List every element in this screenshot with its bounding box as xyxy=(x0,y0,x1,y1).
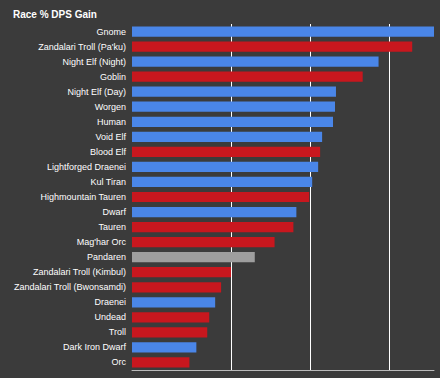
svg-text:Lightforged Draenei: Lightforged Draenei xyxy=(47,162,126,172)
svg-text:Zandalari Troll (Kimbul): Zandalari Troll (Kimbul) xyxy=(33,267,126,277)
svg-text:Zandalari Troll (Pa'ku): Zandalari Troll (Pa'ku) xyxy=(38,42,126,52)
svg-text:Troll: Troll xyxy=(109,327,126,337)
svg-text:Tauren: Tauren xyxy=(98,222,126,232)
svg-text:Zandalari Troll (Bwonsamdi): Zandalari Troll (Bwonsamdi) xyxy=(14,282,126,292)
svg-text:Goblin: Goblin xyxy=(100,72,126,82)
svg-text:Human: Human xyxy=(97,117,126,127)
svg-text:Race % DPS Gain: Race % DPS Gain xyxy=(13,9,97,20)
svg-text:Draenei: Draenei xyxy=(94,297,126,307)
svg-text:Worgen: Worgen xyxy=(95,102,126,112)
svg-text:Night Elf (Day): Night Elf (Day) xyxy=(67,87,126,97)
svg-text:Gnome: Gnome xyxy=(96,27,126,37)
svg-text:Night Elf (Night): Night Elf (Night) xyxy=(62,57,126,67)
svg-text:Dark Iron Dwarf: Dark Iron Dwarf xyxy=(63,342,127,352)
svg-text:Undead: Undead xyxy=(94,312,126,322)
svg-text:Orc: Orc xyxy=(112,357,127,367)
svg-text:Dwarf: Dwarf xyxy=(102,207,126,217)
svg-text:Void Elf: Void Elf xyxy=(95,132,126,142)
svg-text:Blood Elf: Blood Elf xyxy=(90,147,127,157)
svg-text:Pandaren: Pandaren xyxy=(87,252,126,262)
svg-text:Kul Tiran: Kul Tiran xyxy=(90,177,126,187)
svg-text:Mag'har Orc: Mag'har Orc xyxy=(77,237,127,247)
svg-text:Highmountain Tauren: Highmountain Tauren xyxy=(41,192,126,202)
